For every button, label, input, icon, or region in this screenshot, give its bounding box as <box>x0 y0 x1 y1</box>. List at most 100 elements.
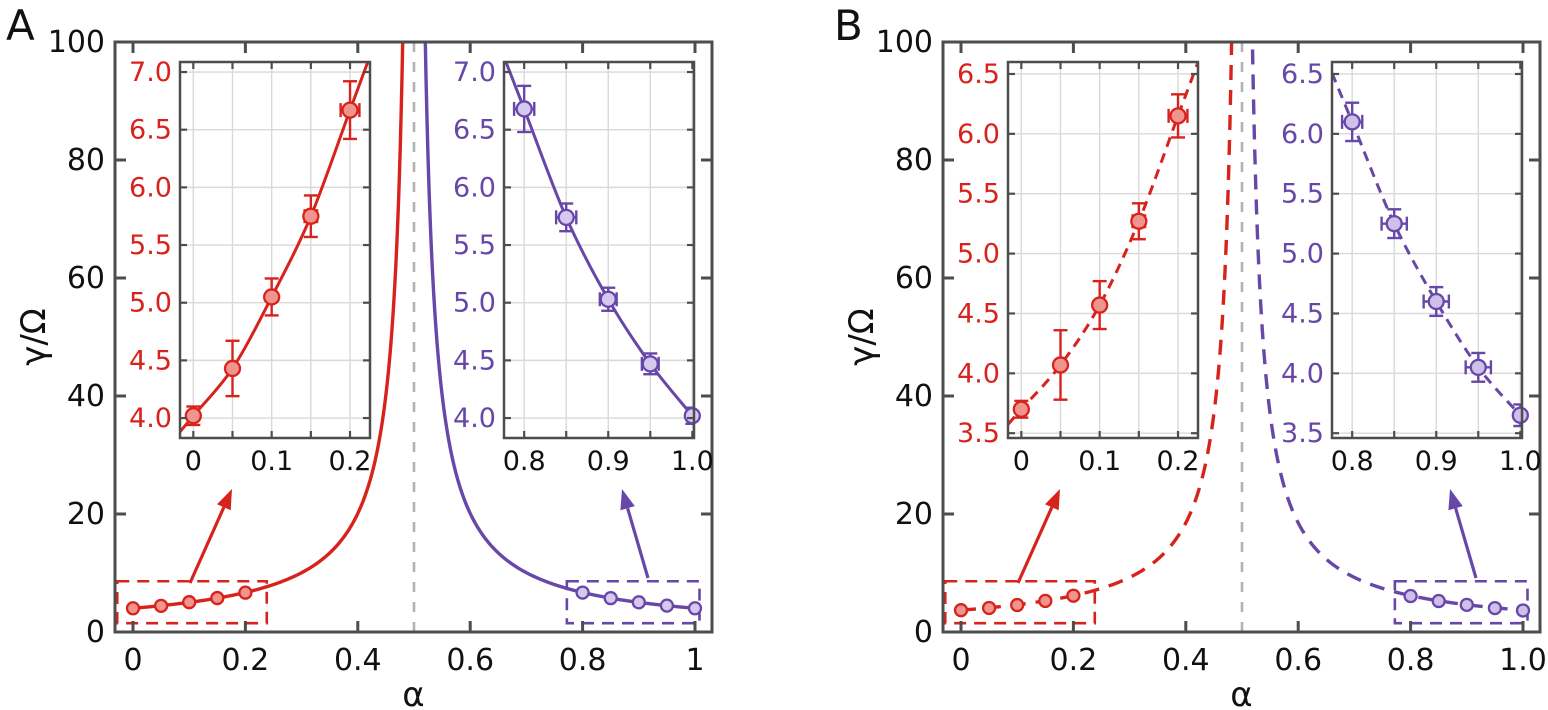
inset-markers <box>515 100 701 425</box>
tick-label: 0.4 <box>334 643 382 678</box>
main-markers-alpha-below-half <box>125 585 253 616</box>
data-point-marker <box>631 595 646 610</box>
inset-markers <box>1012 107 1187 418</box>
inset-grid <box>1008 62 1198 438</box>
data-point-marker <box>1066 588 1081 603</box>
data-point-marker <box>1130 212 1148 230</box>
tick-label: 1.0 <box>1499 446 1542 477</box>
tick-label: 80 <box>895 143 933 178</box>
tick-label: 0.6 <box>1274 643 1322 678</box>
main-markers-alpha-below-half <box>953 588 1081 618</box>
data-point-marker <box>603 590 618 606</box>
inset-grid <box>180 62 370 438</box>
tick-label: 5.5 <box>453 230 496 261</box>
tick-label: 0.2 <box>1050 643 1098 678</box>
data-point-marker <box>341 101 359 119</box>
data-point-marker <box>1091 296 1109 314</box>
x-axis-label: α <box>1230 675 1252 710</box>
tick-label: 100 <box>876 25 933 60</box>
main-markers-alpha-above-half <box>575 585 703 616</box>
inset-ticks <box>1332 62 1522 438</box>
data-point-marker <box>1431 593 1446 609</box>
tick-label: 6.0 <box>1281 119 1324 150</box>
tick-label: 0 <box>123 643 142 678</box>
tick-label: 4.0 <box>453 403 496 434</box>
data-point-marker <box>599 290 617 308</box>
data-point-marker <box>1012 400 1030 418</box>
data-point-marker <box>557 208 575 227</box>
tick-label: 0 <box>185 446 202 477</box>
data-point-marker <box>1403 588 1418 604</box>
tick-label: 0.1 <box>1078 446 1121 477</box>
tick-label: 5.0 <box>957 239 1000 270</box>
data-point-marker <box>223 359 242 378</box>
x-axis-label: α <box>402 675 424 710</box>
tick-label: 4.5 <box>957 298 1000 329</box>
data-point-marker <box>1469 358 1487 377</box>
tick-label: 0.8 <box>1331 446 1374 477</box>
tick-label: 1.0 <box>1499 643 1547 678</box>
data-point-marker <box>1343 113 1361 131</box>
data-point-marker <box>1051 356 1070 374</box>
inset-markers <box>184 101 359 425</box>
inset-B-left: 3.5 4.0 4.5 5.0 5.5 6.0 6.5 0 0.1 0.2 <box>957 59 1199 477</box>
tick-label: 6.5 <box>129 115 172 146</box>
tick-label: 60 <box>895 261 933 296</box>
tick-label: 6.5 <box>453 115 496 146</box>
main-markers-alpha-above-half <box>1403 588 1531 618</box>
data-point-marker <box>683 407 701 425</box>
inset-ticks <box>180 62 370 438</box>
tick-label: 6.0 <box>129 172 172 203</box>
tick-label: 0.2 <box>222 643 270 678</box>
data-point-marker <box>953 603 969 618</box>
data-point-marker <box>153 598 169 614</box>
tick-label: 6.0 <box>453 172 496 203</box>
tick-label: 4.0 <box>1281 358 1324 389</box>
data-point-marker <box>182 595 197 610</box>
data-point-marker <box>125 601 141 616</box>
axes-frame <box>113 40 714 634</box>
zoom-region-box <box>115 579 269 625</box>
data-point-marker <box>1459 597 1474 613</box>
tick-label: 0.8 <box>503 446 546 477</box>
tick-label: 0 <box>86 615 105 650</box>
zoom-region-box <box>565 579 701 625</box>
inset-ticks <box>504 62 694 438</box>
axes-ticks <box>115 40 712 634</box>
panel-B: 0 0.2 0.4 0.6 0.8 1.0 0 20 40 60 80 100 α γ/Ω B <box>834 1 1547 710</box>
data-point-marker <box>1385 215 1403 233</box>
tick-label: 60 <box>67 261 105 296</box>
panel-A: 0 0.2 0.4 0.6 0.8 1 0 20 40 60 80 100 α γ/Ω A <box>6 1 714 710</box>
inset-ticks <box>1008 62 1198 438</box>
tick-label: 0.8 <box>1387 643 1435 678</box>
tick-label: 100 <box>48 25 105 60</box>
tick-label: 0.9 <box>587 446 630 477</box>
panel-label: B <box>834 1 863 50</box>
panel-label: A <box>6 1 35 50</box>
data-point-marker <box>641 355 659 373</box>
inset-A-right: 4.0 4.5 5.0 5.5 6.0 6.5 7.0 0.8 0.9 1.0 <box>453 57 714 477</box>
tick-label: 5.0 <box>129 288 172 319</box>
data-point-marker <box>575 585 590 600</box>
tick-label: 3.5 <box>1281 418 1324 449</box>
tick-label: 6.5 <box>957 59 1000 90</box>
data-point-marker <box>1515 603 1531 618</box>
main-curve-alpha-below-half <box>132 42 405 610</box>
zoom-callout-arrow <box>1016 489 1060 584</box>
inset-markers <box>1343 113 1529 424</box>
tick-label: 5.5 <box>957 179 1000 210</box>
tick-label: 40 <box>895 379 933 414</box>
tick-label: 0.9 <box>1415 446 1458 477</box>
tick-label: 0.2 <box>1157 446 1200 477</box>
y-axis-label: γ/Ω <box>14 308 54 366</box>
tick-label: 4.5 <box>453 345 496 376</box>
data-point-marker <box>687 601 703 616</box>
data-point-marker <box>1487 600 1503 616</box>
tick-label: 20 <box>895 497 933 532</box>
tick-label: 5.5 <box>129 230 172 261</box>
data-point-marker <box>1169 107 1187 125</box>
zoom-region-box <box>1393 579 1529 625</box>
axes-frame <box>941 40 1542 634</box>
zoom-region-box <box>943 579 1097 625</box>
